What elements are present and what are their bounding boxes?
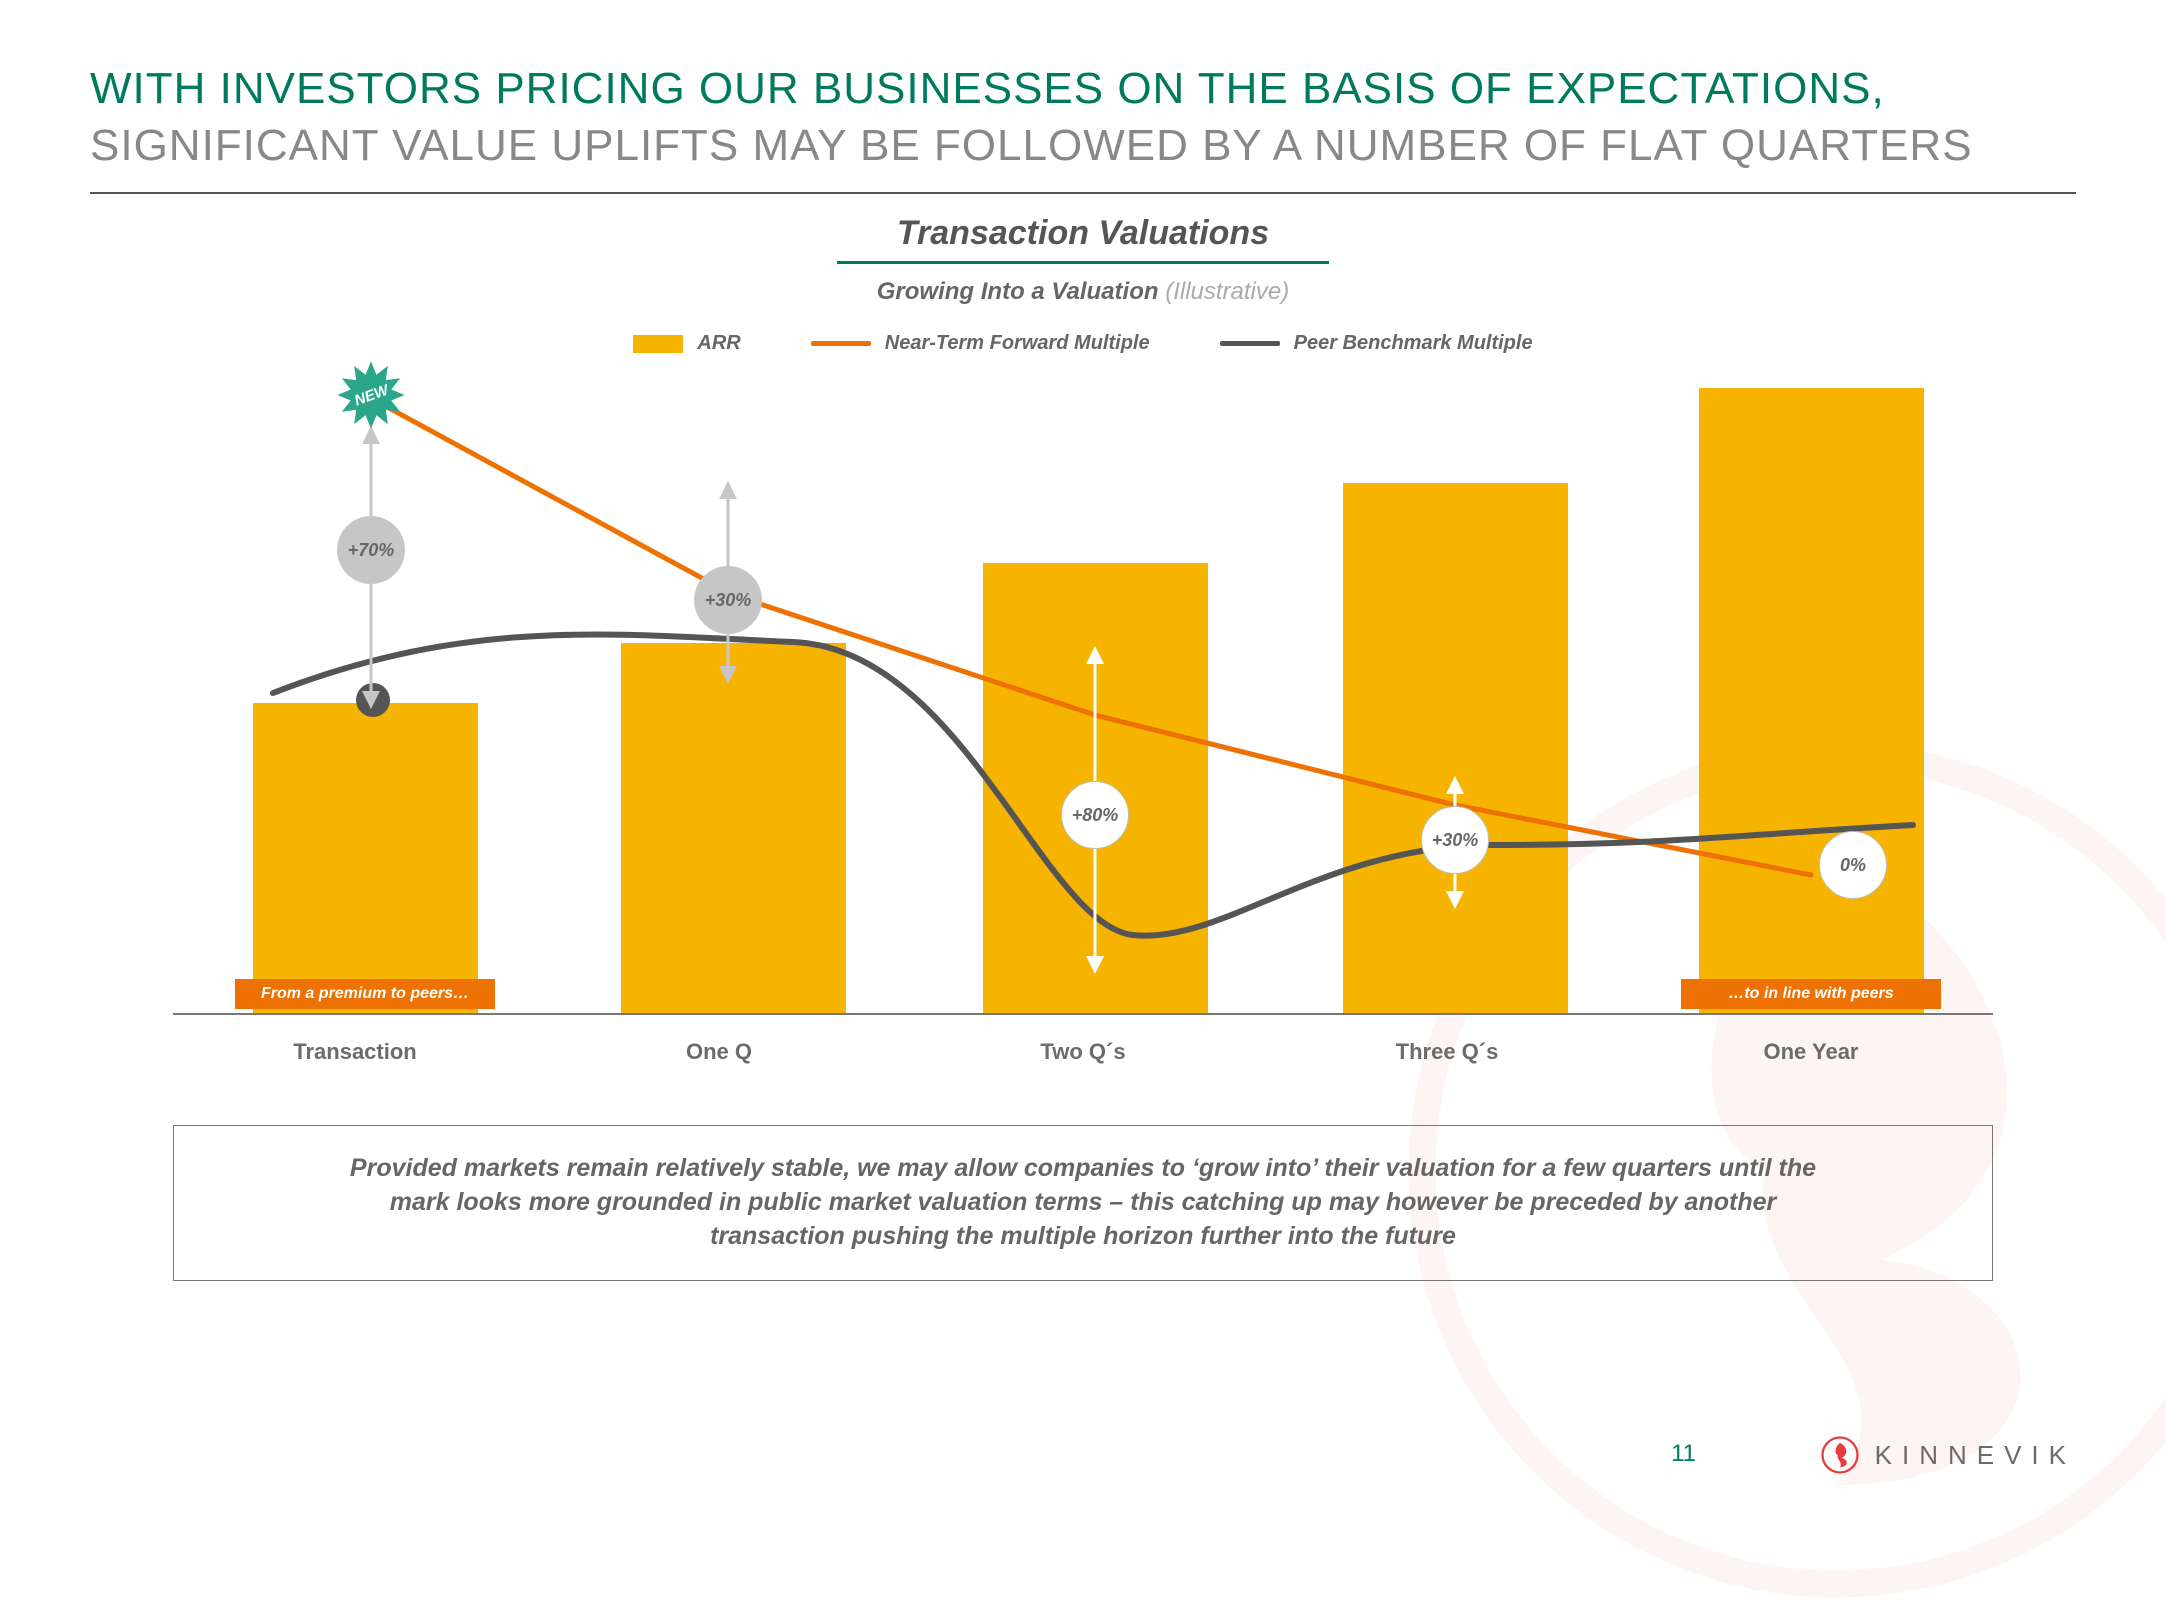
legend-arr: ARR <box>633 332 740 355</box>
brand-name: KINNEVIK <box>1875 1440 2076 1471</box>
chart-value-circle: +80% <box>1061 781 1129 849</box>
chart-subtitle: Growing Into a Valuation (Illustrative) <box>90 278 2076 306</box>
chart-badge: From a premium to peers… <box>235 979 495 1009</box>
legend-ntm: Near-Term Forward Multiple <box>811 332 1150 355</box>
legend-ntm-swatch <box>811 341 871 346</box>
title-line-2: SIGNIFICANT VALUE UPLIFTS MAY BE FOLLOWE… <box>90 117 2076 174</box>
legend-arr-swatch <box>633 335 683 353</box>
brand-footer: KINNEVIK <box>1821 1436 2076 1474</box>
chart-title: Transaction Valuations <box>837 214 1329 264</box>
legend-peer-label: Peer Benchmark Multiple <box>1294 332 1533 355</box>
chart-value-circle: +70% <box>337 516 405 584</box>
new-starburst: NEW <box>336 360 406 430</box>
chart-value-circle: +30% <box>694 566 762 634</box>
legend-arr-label: ARR <box>697 332 740 355</box>
chart-xlabel: Transaction <box>173 1025 537 1075</box>
chart-xlabel: Three Q´s <box>1265 1025 1629 1075</box>
chart-xlabel: One Year <box>1629 1025 1993 1075</box>
legend-peer-swatch <box>1220 341 1280 346</box>
chart-xlabel: Two Q´s <box>901 1025 1265 1075</box>
chart-bar <box>253 703 478 1013</box>
footer-note: Provided markets remain relatively stabl… <box>173 1125 1993 1280</box>
slide-title: WITH INVESTORS PRICING OUR BUSINESSES ON… <box>90 60 2076 174</box>
chart-subtitle-muted: (Illustrative) <box>1165 278 1289 305</box>
chart-bar <box>1699 388 1924 1013</box>
chart-xlabels: TransactionOne QTwo Q´sThree Q´sOne Year <box>173 1025 1993 1075</box>
legend-ntm-label: Near-Term Forward Multiple <box>885 332 1150 355</box>
chart-bar <box>621 643 846 1013</box>
title-line-1: WITH INVESTORS PRICING OUR BUSINESSES ON… <box>90 60 2076 117</box>
chart-area: From a premium to peers… …to in line with… <box>173 375 1993 1075</box>
page-number: 11 <box>1671 1440 1696 1468</box>
brand-icon <box>1821 1436 1859 1474</box>
chart-legend: ARR Near-Term Forward Multiple Peer Benc… <box>90 332 2076 355</box>
chart-value-circle: +30% <box>1421 806 1489 874</box>
chart-subtitle-main: Growing Into a Valuation <box>877 278 1165 305</box>
chart-plot: From a premium to peers… …to in line with… <box>173 375 1993 1015</box>
chart-badge: …to in line with peers <box>1681 979 1941 1009</box>
legend-peer: Peer Benchmark Multiple <box>1220 332 1533 355</box>
chart-bar <box>1343 483 1568 1013</box>
chart-value-circle: 0% <box>1819 831 1887 899</box>
chart-xlabel: One Q <box>537 1025 901 1075</box>
title-divider <box>90 192 2076 194</box>
